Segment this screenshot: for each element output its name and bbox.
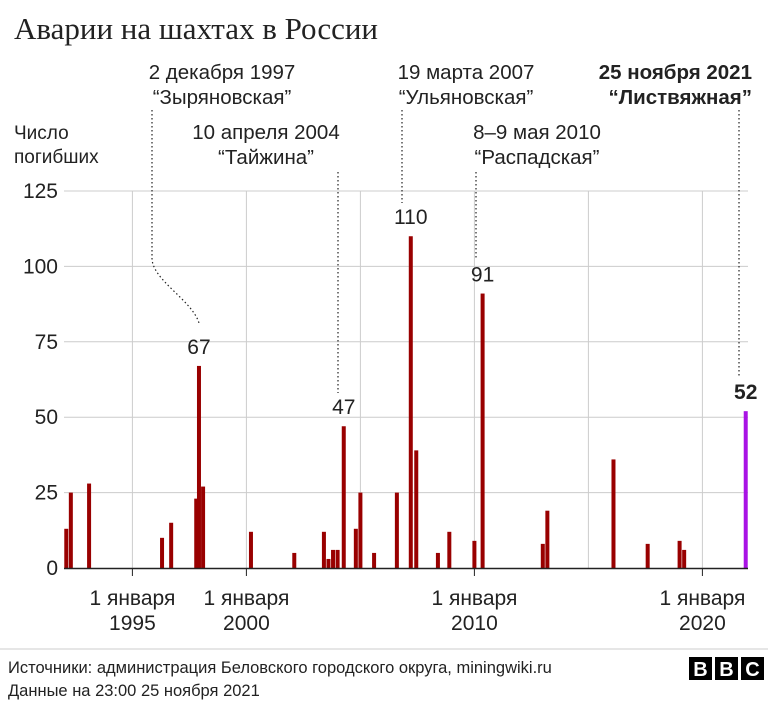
- bar: [611, 459, 616, 568]
- bar: [682, 549, 687, 568]
- bar: [408, 236, 413, 569]
- annotation-date: 2 декабря 1997: [149, 61, 296, 84]
- bbc-logo-block-3: [741, 657, 764, 680]
- bar: [331, 549, 336, 568]
- x-tick-label-line-2: 2020: [679, 612, 726, 635]
- y-tick-label: 50: [35, 406, 58, 429]
- y-tick-label: 25: [35, 482, 58, 505]
- annotation-date: 10 апреля 2004: [192, 121, 339, 144]
- annotation-date: 19 марта 2007: [398, 61, 535, 84]
- annotation-leaders: [151, 110, 740, 393]
- bar: [248, 531, 253, 568]
- y-tick-label: 100: [23, 255, 58, 278]
- bar: [480, 293, 485, 568]
- bar: [677, 540, 682, 568]
- bar: [447, 531, 452, 568]
- bar: [358, 492, 363, 568]
- bar: [353, 528, 358, 568]
- data-label: 67: [187, 336, 210, 359]
- bar: [194, 498, 199, 568]
- bar: [87, 483, 92, 568]
- bar: [645, 543, 650, 568]
- y-axis-label-line-1: Число: [14, 123, 69, 144]
- data-label: 91: [471, 264, 494, 287]
- y-tick-label: 75: [35, 331, 58, 354]
- x-tick-label-line-2: 2010: [451, 612, 498, 635]
- bar: [394, 492, 399, 568]
- bar: [321, 531, 326, 568]
- x-tick-label-line-1: 1 января: [89, 587, 175, 610]
- x-tick-label-line-2: 2000: [223, 612, 270, 635]
- bar-highlight: [743, 411, 748, 568]
- annotation-date: 8–9 мая 2010: [473, 121, 601, 144]
- bbc-logo-letter-1: B: [693, 659, 707, 681]
- data-label: 47: [332, 396, 355, 419]
- bar: [292, 552, 297, 568]
- annotation-date: 25 ноября 2021: [599, 61, 752, 84]
- bar: [341, 426, 346, 568]
- bbc-logo-block-1: [689, 657, 712, 680]
- bar: [326, 558, 331, 568]
- bar: [169, 522, 174, 568]
- bar: [540, 543, 545, 568]
- bbc-logo-letter-2: B: [719, 659, 733, 681]
- x-tick-label-line-2: 1995: [109, 612, 156, 635]
- footer-source: Источники: администрация Беловского горо…: [8, 659, 552, 677]
- bbc-logo-block-2: [715, 657, 738, 680]
- annotation-mine-name: “Тайжина”: [218, 146, 314, 169]
- bbc-logo: B B C: [689, 657, 764, 681]
- bar: [68, 492, 73, 568]
- y-axis-label-line-2: погибших: [14, 147, 99, 168]
- x-tick-label-line-1: 1 января: [431, 587, 517, 610]
- bar: [372, 552, 377, 568]
- data-label: 110: [394, 206, 427, 229]
- footer-updated: Данные на 23:00 25 ноября 2021: [8, 682, 260, 700]
- bar: [472, 540, 477, 568]
- annotation-mine-name: “Ульяновская”: [399, 86, 534, 109]
- bar: [160, 537, 165, 568]
- data-label: 52: [734, 381, 757, 404]
- annotation-mine-name: “Распадская”: [475, 146, 600, 169]
- bar: [545, 510, 550, 568]
- y-tick-label: 125: [23, 180, 58, 203]
- bar: [435, 552, 440, 568]
- x-tick-label-line-1: 1 января: [659, 587, 745, 610]
- y-tick-label: 0: [46, 557, 58, 580]
- annotation-mine-name: “Листвяжная”: [609, 86, 753, 109]
- chart-title: Аварии на шахтах в России: [14, 11, 378, 46]
- bar: [64, 528, 69, 568]
- bar: [414, 450, 419, 568]
- y-axis-ticks: 0 25 50 75 100 125: [23, 180, 58, 580]
- annotation-leader-line: [151, 110, 200, 324]
- bar: [201, 486, 206, 568]
- bar: [335, 549, 340, 568]
- gridlines: [64, 190, 748, 568]
- annotation-mine-name: “Зыряновская”: [153, 86, 292, 109]
- x-tick-label-line-1: 1 января: [203, 587, 289, 610]
- bbc-logo-letter-3: C: [745, 659, 759, 681]
- bar: [196, 365, 201, 568]
- bars: [64, 236, 748, 569]
- annotations: 2 декабря 1997“Зыряновская” 67 10 апреля 2…: [149, 61, 758, 419]
